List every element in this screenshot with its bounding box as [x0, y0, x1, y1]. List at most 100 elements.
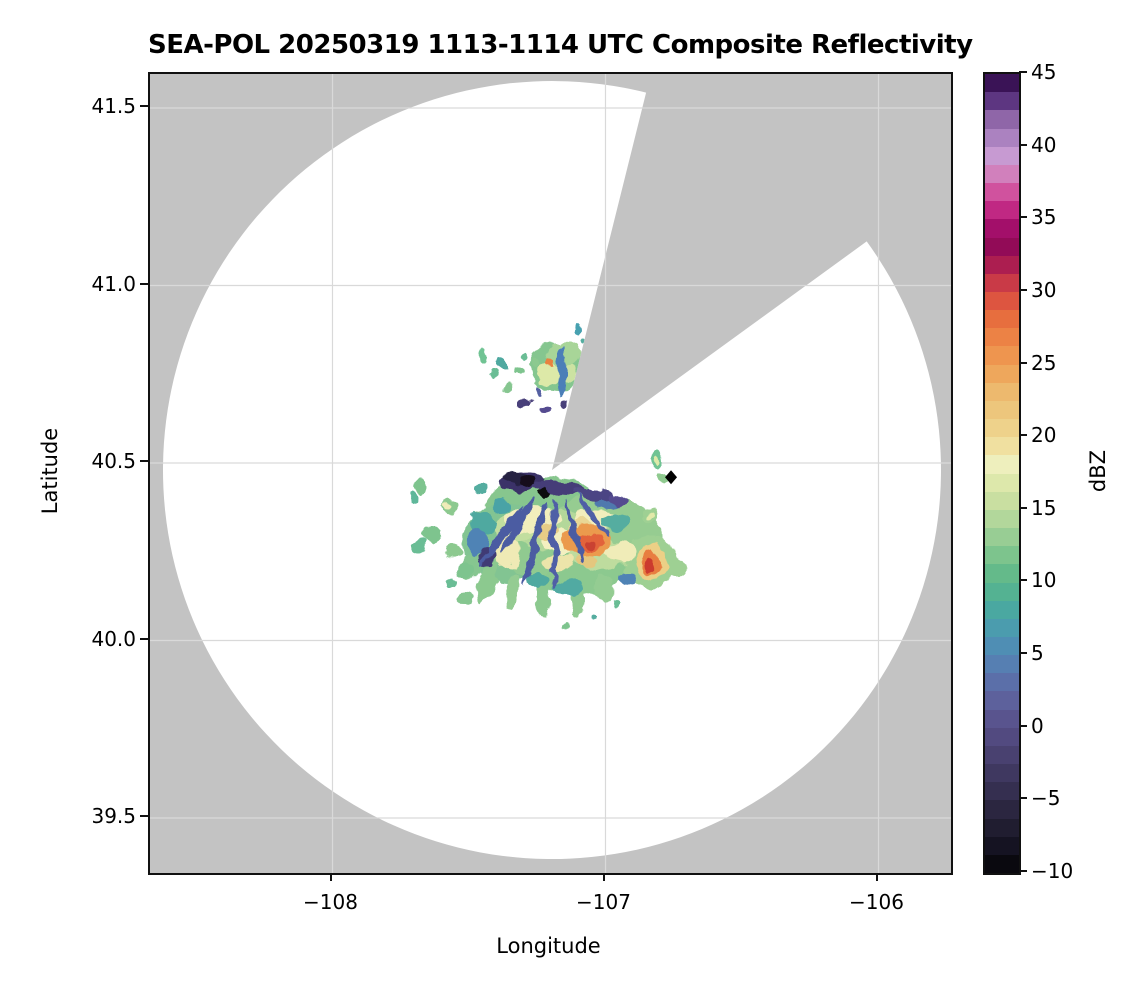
colorbar-tick-label: 45 — [1031, 60, 1057, 84]
y-tick-mark — [140, 105, 148, 107]
echo-blob — [539, 487, 549, 499]
echo-blob — [580, 337, 586, 345]
colorbar-segment — [985, 128, 1019, 147]
echo-blob — [574, 323, 582, 335]
colorbar-segment — [985, 509, 1019, 529]
echo-blob — [603, 513, 633, 531]
colorbar-segment — [985, 328, 1019, 347]
colorbar-segment — [985, 727, 1019, 746]
echo-blob — [668, 561, 688, 577]
echo-blob — [560, 399, 568, 407]
map-plot — [148, 72, 953, 875]
x-tick-label: −108 — [303, 890, 358, 914]
echo-blob — [521, 352, 527, 360]
echo-blob — [479, 350, 487, 362]
echo-blob — [528, 572, 548, 588]
y-tick-mark — [140, 815, 148, 817]
colorbar-segment — [985, 219, 1019, 238]
colorbar-tick-label: 30 — [1031, 277, 1057, 302]
colorbar-segment — [985, 800, 1019, 819]
echo-blob — [608, 495, 628, 507]
colorbar-segment — [985, 854, 1019, 873]
colorbar-segment — [985, 673, 1019, 692]
colorbar-segment — [985, 400, 1019, 420]
echo-blob — [478, 505, 526, 567]
echo-blob — [612, 600, 620, 608]
echo-blob — [457, 563, 475, 579]
echo-blob — [585, 539, 597, 551]
echo-blob — [500, 496, 536, 556]
echo-blob — [645, 557, 655, 573]
colorbar-tick-mark — [1019, 870, 1027, 872]
y-tick-mark — [140, 637, 148, 640]
echo-blob — [497, 357, 507, 371]
colorbar-tick-label: 20 — [1031, 423, 1057, 448]
echo-blob — [555, 345, 567, 397]
colorbar-segment — [985, 273, 1019, 292]
y-tick-label: 39.5 — [91, 804, 136, 828]
colorbar-tick-mark — [1019, 579, 1027, 582]
colorbar-tick-mark — [1019, 288, 1027, 291]
echo-blob — [519, 399, 533, 407]
colorbar-tick-mark — [1019, 652, 1027, 655]
colorbar-segment — [985, 836, 1019, 855]
colorbar-segment — [985, 346, 1019, 365]
colorbar-segment — [985, 691, 1019, 710]
colorbar — [983, 72, 1021, 875]
colorbar-segment — [985, 455, 1019, 474]
echo-blob — [442, 501, 450, 507]
echo-blob — [562, 623, 568, 629]
echo-blob — [574, 487, 614, 501]
echo-blob — [476, 560, 498, 604]
graticule — [150, 74, 951, 873]
x-tick-label: −106 — [849, 890, 904, 914]
y-tick-label: 41.5 — [91, 94, 136, 118]
colorbar-tick-label: 5 — [1031, 641, 1044, 666]
colorbar-segment — [985, 818, 1019, 837]
colorbar-tick-label: 35 — [1031, 205, 1057, 230]
colorbar-segment — [985, 437, 1019, 456]
colorbar-segment — [985, 382, 1019, 401]
colorbar-segment — [985, 255, 1019, 274]
echo-blob — [489, 369, 497, 379]
echo-blob — [564, 499, 584, 565]
colorbar-segment — [985, 655, 1019, 674]
echo-blob — [523, 501, 547, 587]
colorbar-tick-label: 25 — [1031, 350, 1057, 375]
echo-blob — [492, 498, 512, 514]
colorbar-segment — [985, 491, 1019, 510]
colorbar-segment — [985, 364, 1019, 383]
site-marker-diamond — [665, 470, 678, 485]
echo-blob — [421, 526, 441, 544]
colorbar-segment — [985, 618, 1019, 637]
echo-blob — [537, 362, 559, 386]
colorbar-segment — [985, 528, 1019, 547]
echo-blob — [647, 510, 653, 518]
echo-blob — [536, 387, 542, 397]
echo-blob — [475, 481, 485, 495]
colorbar-tick-mark — [1019, 143, 1027, 146]
x-tick-mark — [602, 873, 605, 881]
colorbar-segment — [985, 92, 1019, 111]
colorbar-segment — [985, 600, 1019, 619]
colorbar-tick-mark — [1019, 216, 1027, 219]
colorbar-tick-label: 0 — [1031, 713, 1044, 738]
echo-blob — [532, 357, 540, 367]
echo-blob — [455, 592, 471, 604]
colorbar-segment — [985, 764, 1019, 783]
radar-map-svg — [150, 74, 951, 873]
echo-blob — [406, 493, 416, 503]
reflectivity-echoes — [406, 323, 688, 629]
echo-blob — [547, 359, 553, 365]
echo-blob — [502, 381, 514, 391]
x-tick-mark — [875, 873, 878, 881]
echo-blob — [413, 539, 425, 551]
echo-blob — [413, 477, 427, 495]
echo-blob — [541, 407, 553, 413]
x-tick-mark — [329, 873, 332, 881]
colorbar-segment — [985, 292, 1019, 311]
chart-title: SEA-POL 20250319 1113-1114 UTC Composite… — [148, 30, 973, 60]
y-tick-label: 40.5 — [91, 449, 136, 473]
colorbar-segment — [985, 636, 1019, 656]
colorbar-segment — [985, 310, 1019, 329]
